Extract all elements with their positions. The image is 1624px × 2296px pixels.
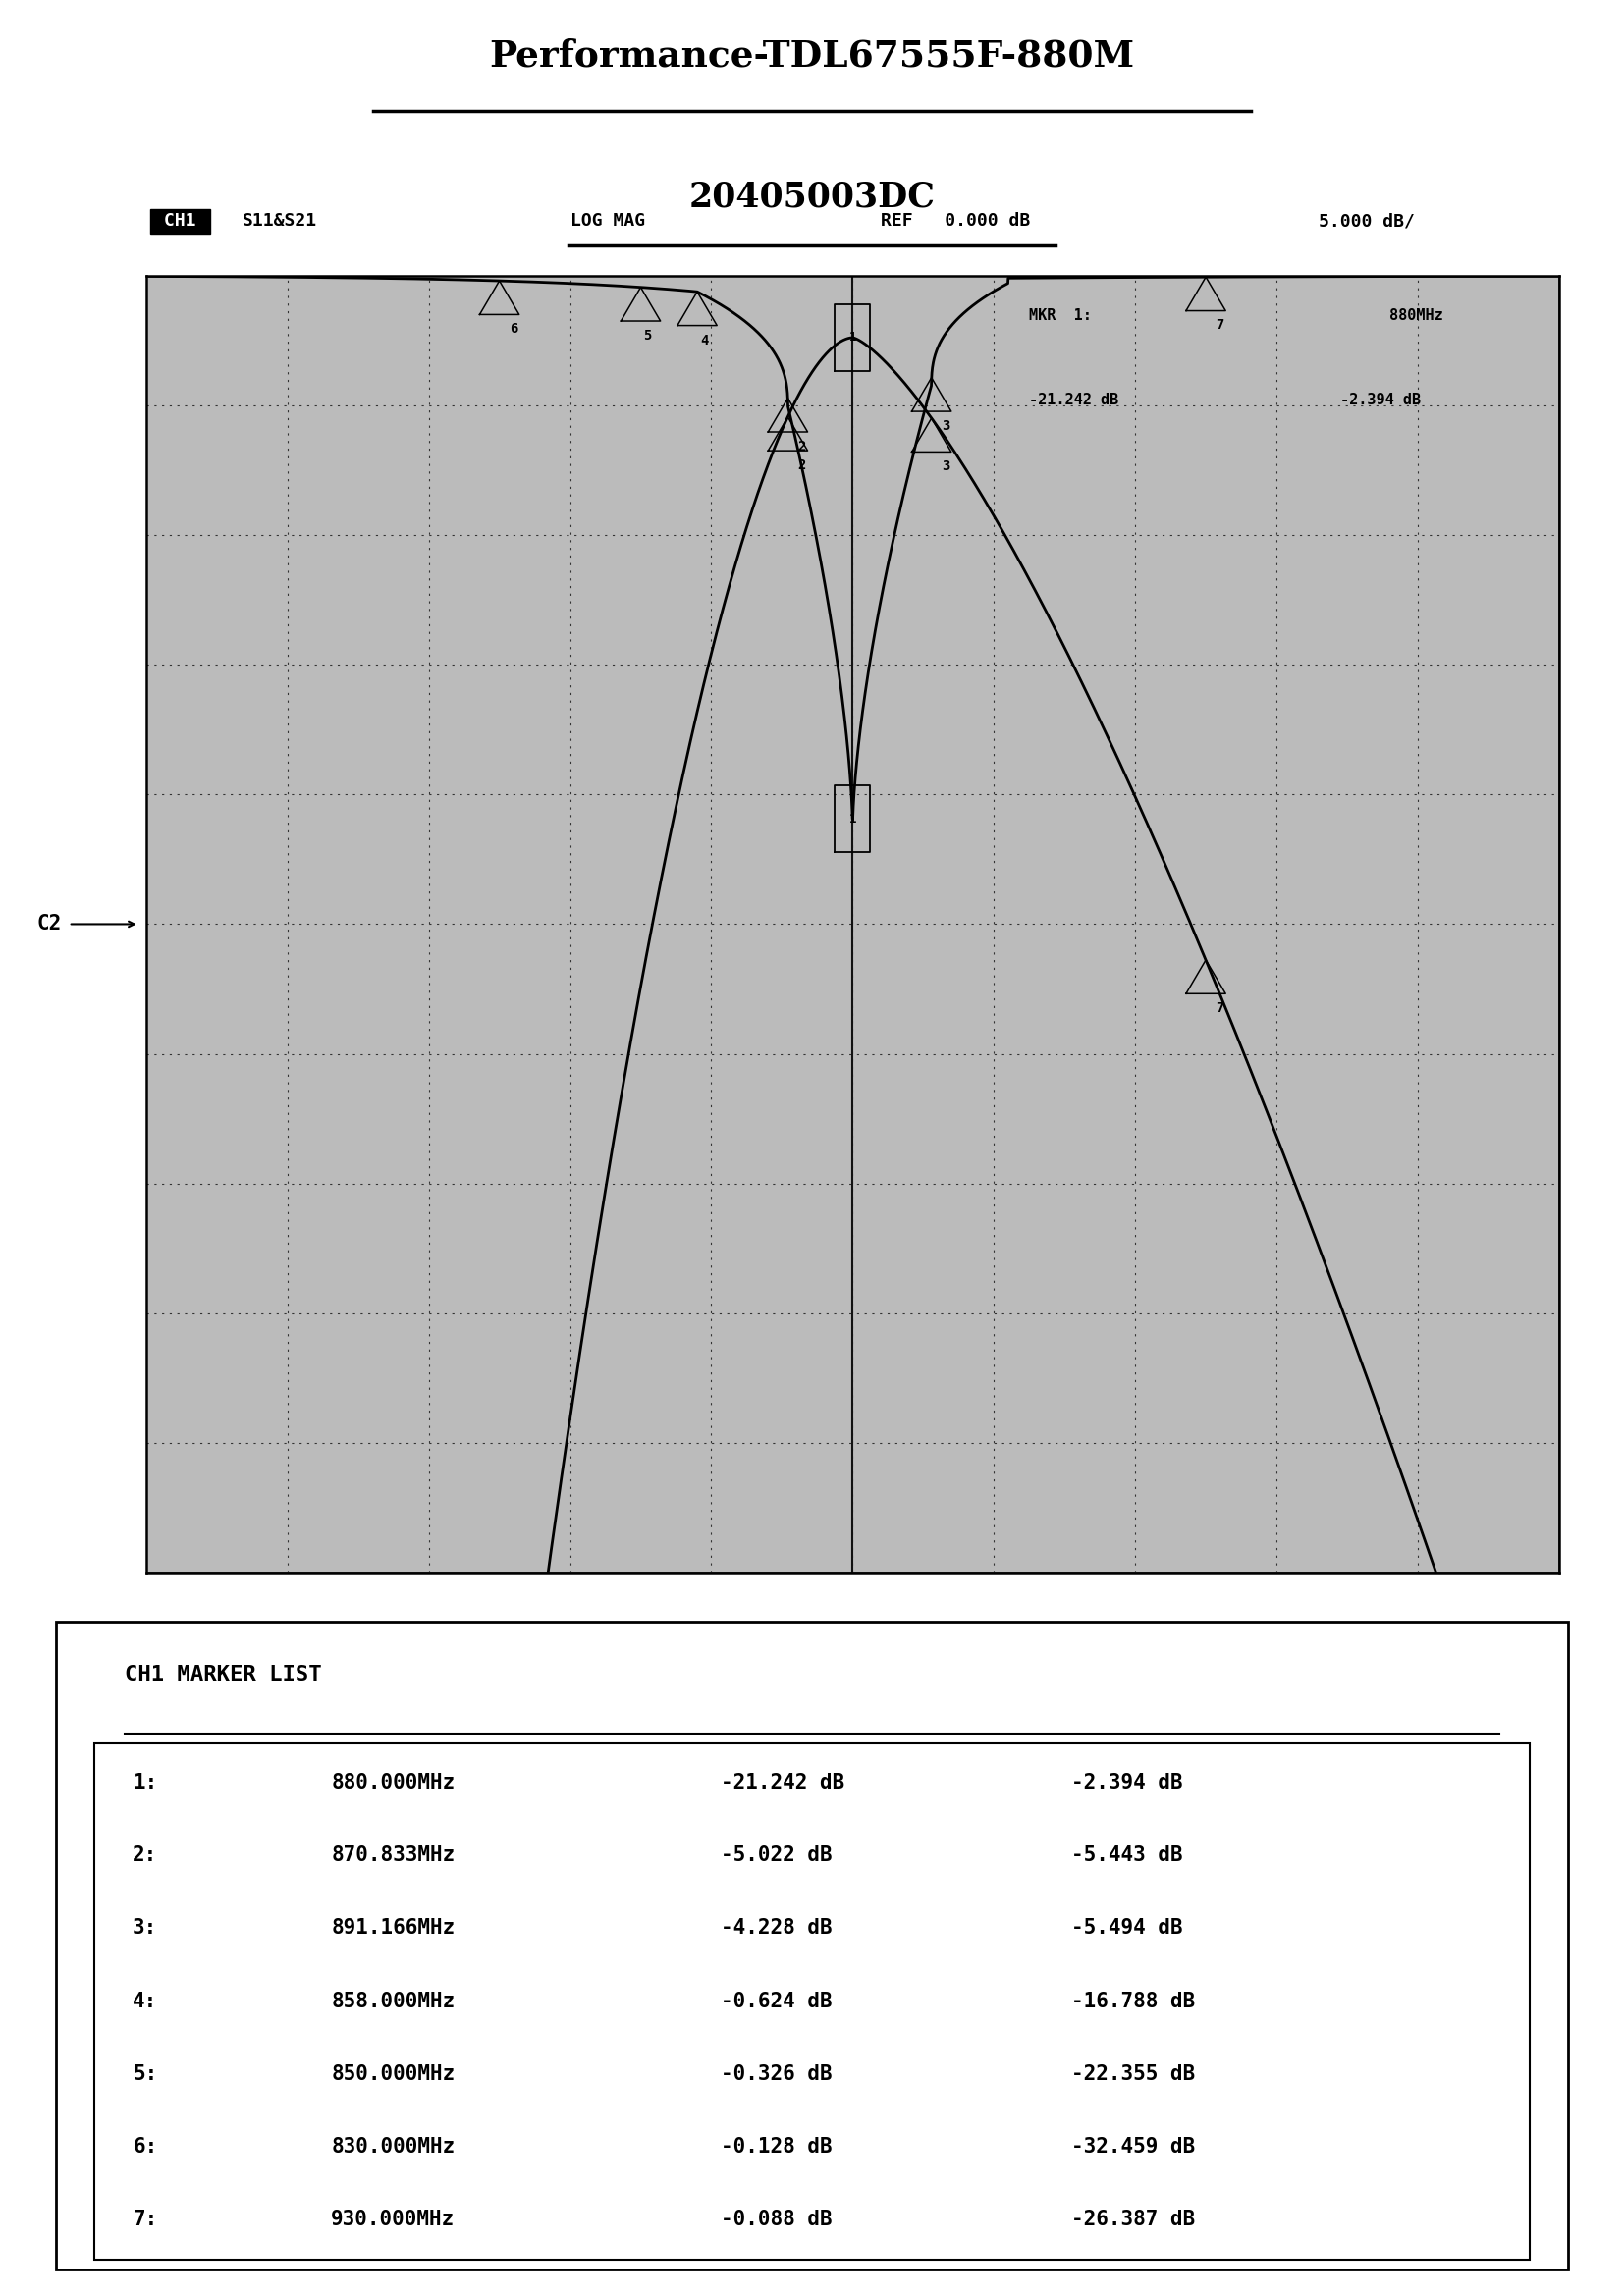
Text: -4.228 dB: -4.228 dB [721,1919,831,1938]
Text: 7:: 7: [133,2211,158,2229]
Text: Performance-TDL67555F-880M: Performance-TDL67555F-880M [489,37,1135,73]
Text: 6: 6 [510,1874,518,1887]
Text: -0.326 dB: -0.326 dB [721,2064,831,2085]
Text: 3: 3 [942,420,950,434]
Text: 1: 1 [849,331,856,344]
Text: 858.000MHz: 858.000MHz [331,1991,455,2011]
Text: -0.624 dB: -0.624 dB [721,1991,831,2011]
Text: 4: 4 [700,333,708,347]
FancyBboxPatch shape [94,1743,1530,2259]
Text: LOG MAG: LOG MAG [570,214,645,230]
Text: 930.000MHz: 930.000MHz [331,2211,455,2229]
Text: 20405003DC: 20405003DC [689,181,935,214]
Text: -16.788 dB: -16.788 dB [1072,1991,1195,2011]
Text: 3:: 3: [133,1919,158,1938]
Text: 2: 2 [797,441,806,452]
Text: 830.000MHz: 830.000MHz [331,2138,455,2156]
Text: 891.166MHz: 891.166MHz [331,1919,455,1938]
Text: 850.000MHz: 850.000MHz [331,2064,455,2085]
Text: -2.394 dB: -2.394 dB [1340,393,1421,406]
Text: -0.088 dB: -0.088 dB [721,2211,831,2229]
Text: 1:: 1: [133,1773,158,1793]
Text: -5.494 dB: -5.494 dB [1072,1919,1182,1938]
Text: -32.459 dB: -32.459 dB [1072,2138,1195,2156]
Text: S11&S21: S11&S21 [242,214,317,230]
Text: 5.000 dB/: 5.000 dB/ [1319,214,1415,230]
Text: 2: 2 [797,459,806,473]
Text: 870.833MHz: 870.833MHz [331,1846,455,1864]
Text: -21.242 dB: -21.242 dB [1030,393,1119,406]
Text: 6: 6 [510,321,518,335]
Text: 7: 7 [1216,1001,1224,1015]
Text: -0.128 dB: -0.128 dB [721,2138,831,2156]
Text: 5:: 5: [133,2064,158,2085]
Text: MKR  1:: MKR 1: [1030,308,1091,324]
Text: -22.355 dB: -22.355 dB [1072,2064,1195,2085]
Text: C2: C2 [37,914,62,934]
Text: -5.022 dB: -5.022 dB [721,1846,831,1864]
Text: 4:: 4: [133,1991,158,2011]
Text: 6:: 6: [133,2138,158,2156]
Text: 880.000MHz: 880.000MHz [331,1773,455,1793]
Text: 1: 1 [849,813,856,824]
Text: CENTER  880MHz: CENTER 880MHz [188,1630,338,1649]
Text: -5.443 dB: -5.443 dB [1072,1846,1182,1864]
Text: 3: 3 [942,459,950,473]
Text: CH1: CH1 [153,214,206,230]
Text: -2.394 dB: -2.394 dB [1072,1773,1182,1793]
Text: -26.387 dB: -26.387 dB [1072,2211,1195,2229]
Text: [ 10.00 dBm]: [ 10.00 dBm] [711,1630,840,1649]
Text: 2:: 2: [133,1846,158,1864]
Text: 5: 5 [643,328,651,342]
Text: -21.242 dB: -21.242 dB [721,1773,844,1793]
Text: REF   0.000 dB: REF 0.000 dB [880,214,1030,230]
Text: 7: 7 [1216,319,1224,333]
Text: CH1 MARKER LIST: CH1 MARKER LIST [125,1665,322,1685]
FancyBboxPatch shape [57,1621,1567,2271]
Text: SPAN  200MHz: SPAN 200MHz [1249,1630,1376,1649]
Text: 880MHz: 880MHz [1390,308,1444,324]
